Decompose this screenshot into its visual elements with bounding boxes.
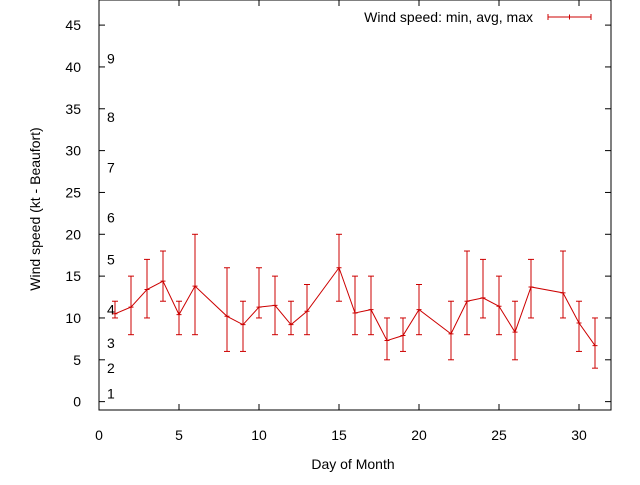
series-layer bbox=[112, 233, 598, 369]
data-point bbox=[496, 303, 502, 309]
data-point bbox=[240, 322, 246, 328]
data-point bbox=[304, 308, 310, 314]
data-point bbox=[256, 304, 262, 310]
data-point bbox=[336, 265, 342, 271]
x-axis-ticks: 0 5 10 15 20 25 30 bbox=[95, 0, 587, 443]
y-tick-label: 30 bbox=[65, 143, 81, 159]
beaufort-scale-labels: 1 2 3 4 5 6 7 8 9 bbox=[107, 51, 115, 402]
data-point bbox=[112, 311, 118, 317]
data-point bbox=[224, 313, 230, 319]
legend-sample bbox=[547, 14, 592, 20]
beaufort-label: 9 bbox=[107, 51, 115, 67]
x-tick-label: 30 bbox=[571, 427, 587, 443]
y-tick-label: 10 bbox=[65, 310, 81, 326]
x-tick-label: 5 bbox=[175, 427, 183, 443]
y-tick-label: 25 bbox=[65, 184, 81, 200]
data-point bbox=[352, 310, 358, 316]
data-point bbox=[448, 331, 454, 337]
x-tick-label: 20 bbox=[411, 427, 427, 443]
beaufort-label: 4 bbox=[107, 302, 115, 318]
x-tick-label: 25 bbox=[491, 427, 507, 443]
data-point bbox=[416, 307, 422, 313]
data-point bbox=[480, 295, 486, 301]
data-point bbox=[272, 302, 278, 308]
y-tick-label: 0 bbox=[73, 394, 81, 410]
x-tick-label: 10 bbox=[251, 427, 267, 443]
beaufort-label: 6 bbox=[107, 210, 115, 226]
data-point bbox=[192, 283, 198, 289]
data-point bbox=[560, 290, 566, 296]
data-point bbox=[176, 312, 182, 318]
y-tick-label: 35 bbox=[65, 101, 81, 117]
y-tick-label: 5 bbox=[73, 352, 81, 368]
y-tick-label: 20 bbox=[65, 226, 81, 242]
legend-label: Wind speed: min, avg, max bbox=[364, 9, 533, 25]
x-tick-label: 0 bbox=[95, 427, 103, 443]
y-tick-label: 40 bbox=[65, 59, 81, 75]
data-point bbox=[592, 343, 598, 349]
x-tick-label: 15 bbox=[331, 427, 347, 443]
data-point bbox=[128, 304, 134, 310]
data-point bbox=[368, 307, 374, 313]
y-axis-label: Wind speed (kt - Beaufort) bbox=[27, 127, 43, 290]
y-tick-label: 15 bbox=[65, 268, 81, 284]
data-point bbox=[528, 284, 534, 290]
beaufort-label: 5 bbox=[107, 251, 115, 267]
beaufort-label: 2 bbox=[107, 360, 115, 376]
data-point bbox=[160, 278, 166, 284]
beaufort-label: 7 bbox=[107, 159, 115, 175]
y-tick-label: 45 bbox=[65, 17, 81, 33]
data-point bbox=[144, 287, 150, 293]
data-point bbox=[288, 322, 294, 328]
data-point bbox=[400, 333, 406, 339]
plot-frame bbox=[98, 0, 612, 411]
data-point bbox=[576, 320, 582, 326]
data-point bbox=[512, 329, 518, 335]
beaufort-label: 8 bbox=[107, 109, 115, 125]
beaufort-label: 3 bbox=[107, 335, 115, 351]
x-axis-label: Day of Month bbox=[311, 456, 394, 472]
beaufort-label: 1 bbox=[107, 385, 115, 401]
legend: Wind speed: min, avg, max bbox=[364, 9, 592, 25]
data-point bbox=[384, 338, 390, 344]
data-point bbox=[464, 298, 470, 304]
